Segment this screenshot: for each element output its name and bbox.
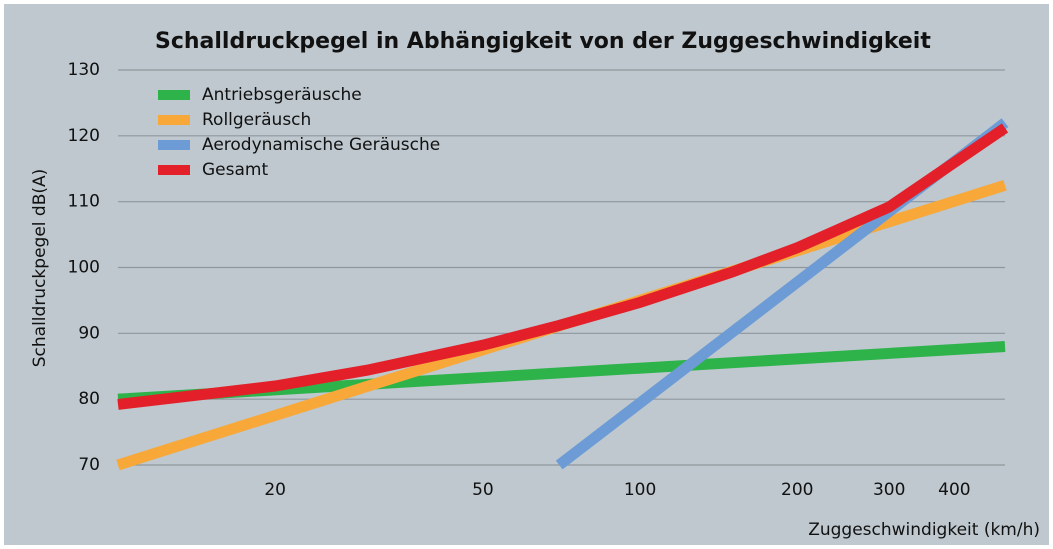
y-tick-label: 90 — [78, 323, 100, 343]
x-tick-label: 300 — [873, 480, 905, 500]
legend-swatch — [158, 90, 190, 100]
legend-label: Rollgeräusch — [202, 110, 311, 130]
legend-label: Aerodynamische Geräusche — [202, 135, 440, 155]
x-axis-label: Zuggeschwindigkeit (km/h) — [808, 520, 1040, 540]
chart-title: Schalldruckpegel in Abhängigkeit von der… — [155, 29, 931, 54]
x-tick-label: 50 — [472, 480, 494, 500]
legend-label: Gesamt — [202, 160, 268, 180]
x-tick-label: 20 — [264, 480, 286, 500]
y-tick-label: 130 — [68, 60, 100, 80]
legend-swatch — [158, 140, 190, 150]
x-tick-label: 100 — [624, 480, 656, 500]
y-tick-label: 110 — [68, 192, 100, 212]
x-tick-label: 400 — [938, 480, 970, 500]
legend-label: Antriebsgeräusche — [202, 85, 362, 105]
y-tick-label: 80 — [78, 389, 100, 409]
legend-swatch — [158, 115, 190, 125]
line-series — [117, 123, 1009, 410]
y-tick-label: 100 — [68, 258, 100, 278]
y-axis-label: Schalldruckpegel dB(A) — [30, 169, 50, 368]
legend-swatch — [158, 165, 190, 175]
x-tick-label: 200 — [781, 480, 813, 500]
background — [4, 4, 1049, 545]
y-tick-label: 120 — [68, 126, 100, 146]
y-tick-label: 70 — [78, 455, 100, 475]
